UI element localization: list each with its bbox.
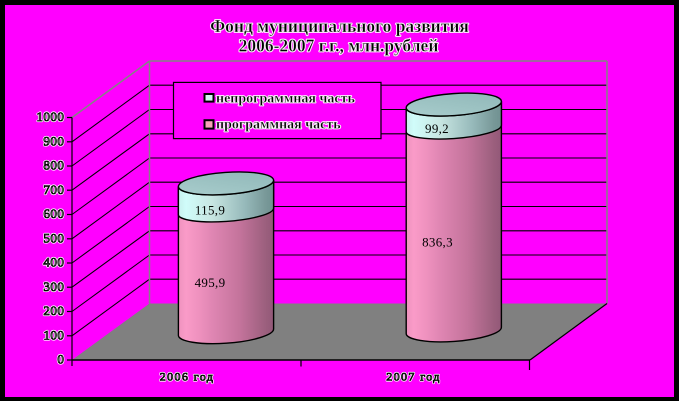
svg-text:500: 500 [43,231,64,246]
svg-text:2006-2007 г.г., млн.рублей: 2006-2007 г.г., млн.рублей [239,36,439,56]
svg-text:495,9: 495,9 [195,275,226,290]
svg-text:500: 500 [43,231,64,246]
svg-text:программная часть: программная часть [216,117,341,132]
svg-text:400: 400 [43,255,64,270]
svg-text:800: 800 [43,158,64,173]
svg-text:200: 200 [43,303,64,318]
svg-text:непрограммная часть: непрограммная часть [216,92,355,107]
svg-text:300: 300 [43,279,64,294]
svg-text:100: 100 [43,328,64,343]
svg-text:99,2: 99,2 [425,121,449,136]
svg-text:0: 0 [57,352,64,367]
svg-text:2006 год: 2006 год [160,369,215,383]
svg-text:непрограммная часть: непрограммная часть [216,92,355,107]
svg-text:900: 900 [43,134,64,149]
svg-text:600: 600 [43,206,64,221]
svg-text:Фонд муниципального развития: Фонд муниципального развития [210,16,469,36]
svg-text:836,3: 836,3 [422,234,453,249]
svg-text:Фонд муниципального развития: Фонд муниципального развития [210,16,469,36]
svg-text:800: 800 [43,158,64,173]
svg-text:программная часть: программная часть [216,117,341,132]
svg-text:600: 600 [43,206,64,221]
svg-text:700: 700 [43,182,64,197]
svg-text:2006-2007 г.г., млн.рублей: 2006-2007 г.г., млн.рублей [239,36,439,56]
svg-text:100: 100 [43,328,64,343]
svg-text:1000: 1000 [36,109,64,124]
svg-text:400: 400 [43,255,64,270]
svg-text:1000: 1000 [36,109,64,124]
svg-text:2006 год: 2006 год [160,369,215,383]
svg-text:200: 200 [43,303,64,318]
svg-text:700: 700 [43,182,64,197]
svg-text:300: 300 [43,279,64,294]
svg-text:0: 0 [57,352,64,367]
svg-text:2007 год: 2007 год [386,369,441,383]
svg-text:2007 год: 2007 год [386,369,441,383]
svg-text:900: 900 [43,134,64,149]
svg-text:115,9: 115,9 [195,203,225,218]
